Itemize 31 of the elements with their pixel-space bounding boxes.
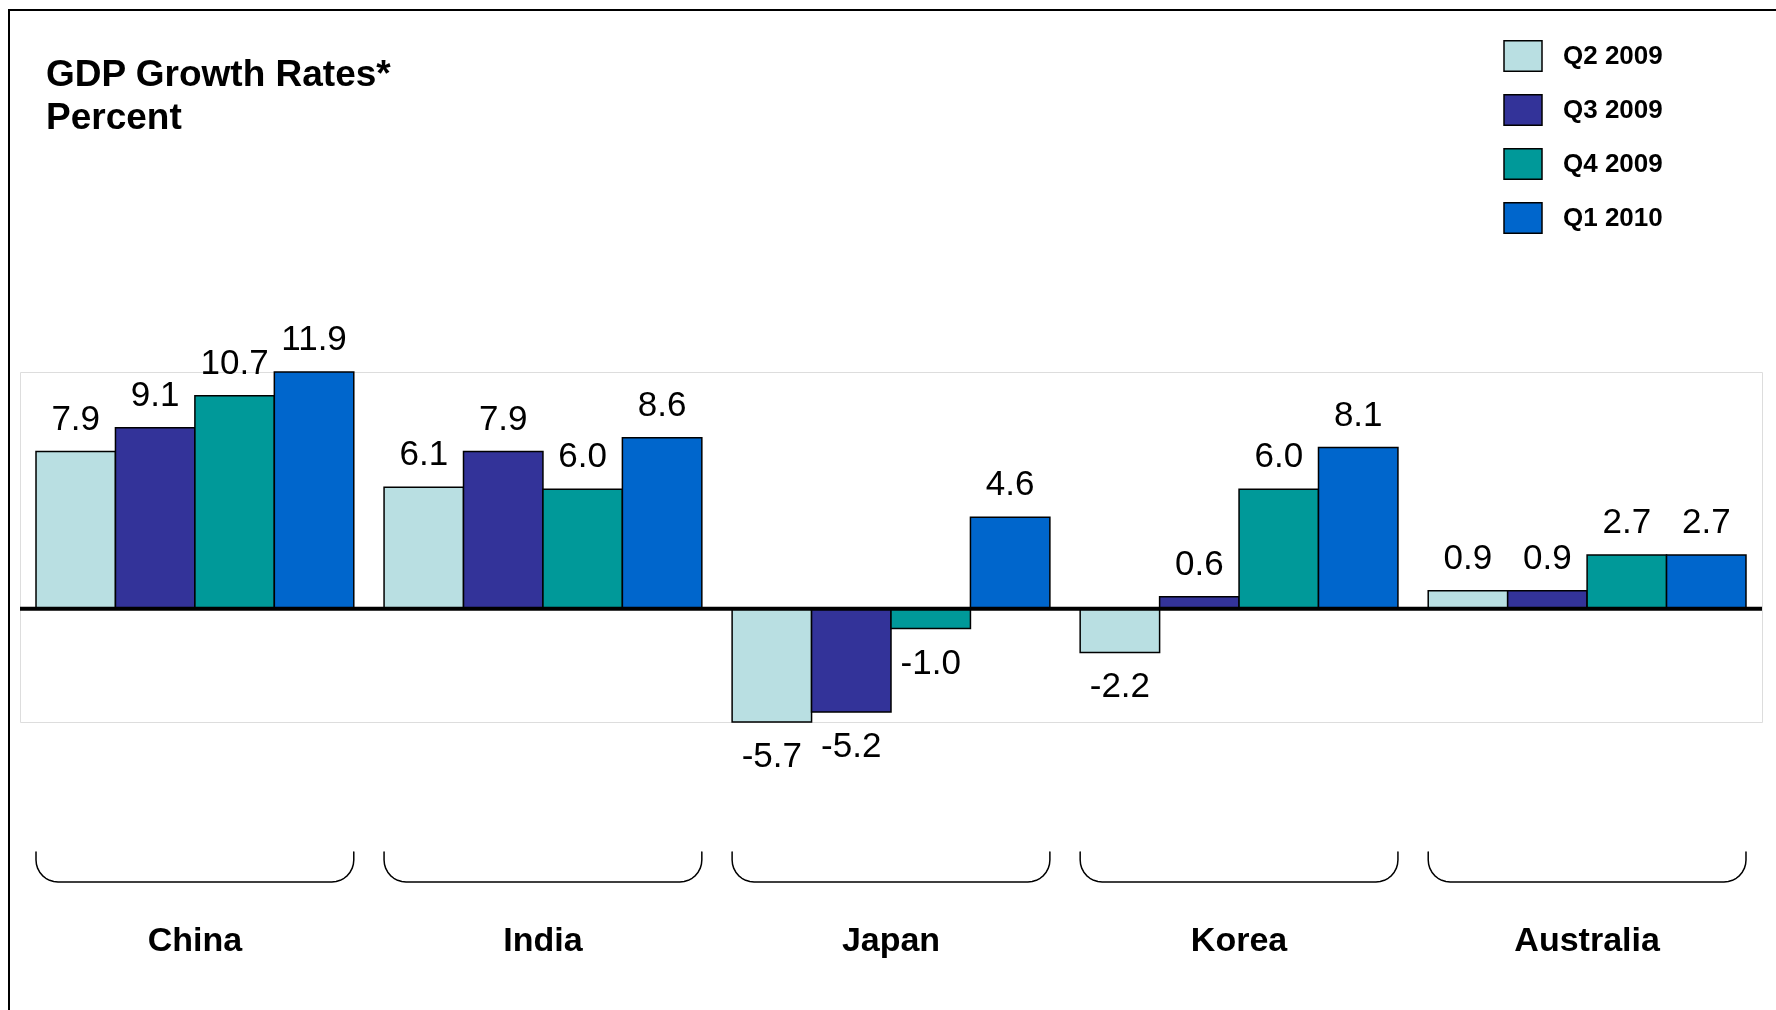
data-label: 0.9: [1443, 536, 1493, 576]
data-label: 2.7: [1681, 500, 1731, 540]
data-label: 10.7: [200, 341, 269, 381]
data-label: -5.7: [741, 735, 802, 774]
x-tick-label: Australia: [1514, 919, 1661, 958]
legend-label: Q4 2009: [1563, 148, 1663, 178]
legend-label: Q1 2010: [1563, 202, 1663, 232]
data-label: -2.2: [1089, 665, 1151, 705]
data-label: 9.1: [130, 373, 180, 413]
data-label: 2.7: [1602, 500, 1652, 540]
chart-subtitle: Percent: [46, 96, 182, 137]
data-label: -5.2: [821, 725, 882, 765]
data-label: -1.0: [900, 641, 961, 681]
x-tick-label: Korea: [1190, 919, 1289, 958]
data-label: 6.0: [558, 435, 607, 475]
legend-label: Q2 2009: [1563, 40, 1663, 70]
data-label: 8.6: [637, 383, 687, 423]
data-label: 7.9: [51, 397, 101, 437]
data-label: 11.9: [281, 318, 347, 357]
x-tick-label: India: [503, 919, 584, 958]
legend-label: Q3 2009: [1563, 94, 1663, 124]
data-label: 6.0: [1254, 435, 1304, 475]
data-label: 6.1: [399, 433, 449, 473]
data-label: 7.9: [478, 397, 528, 437]
data-label: 8.1: [1333, 393, 1383, 433]
x-tick-label: China: [147, 919, 244, 958]
data-label: 4.6: [985, 463, 1035, 503]
x-tick-label: Japan: [841, 919, 941, 958]
chart-title: GDP Growth Rates*: [46, 53, 392, 94]
data-label: 0.6: [1175, 542, 1224, 582]
data-label: 0.9: [1523, 536, 1572, 576]
